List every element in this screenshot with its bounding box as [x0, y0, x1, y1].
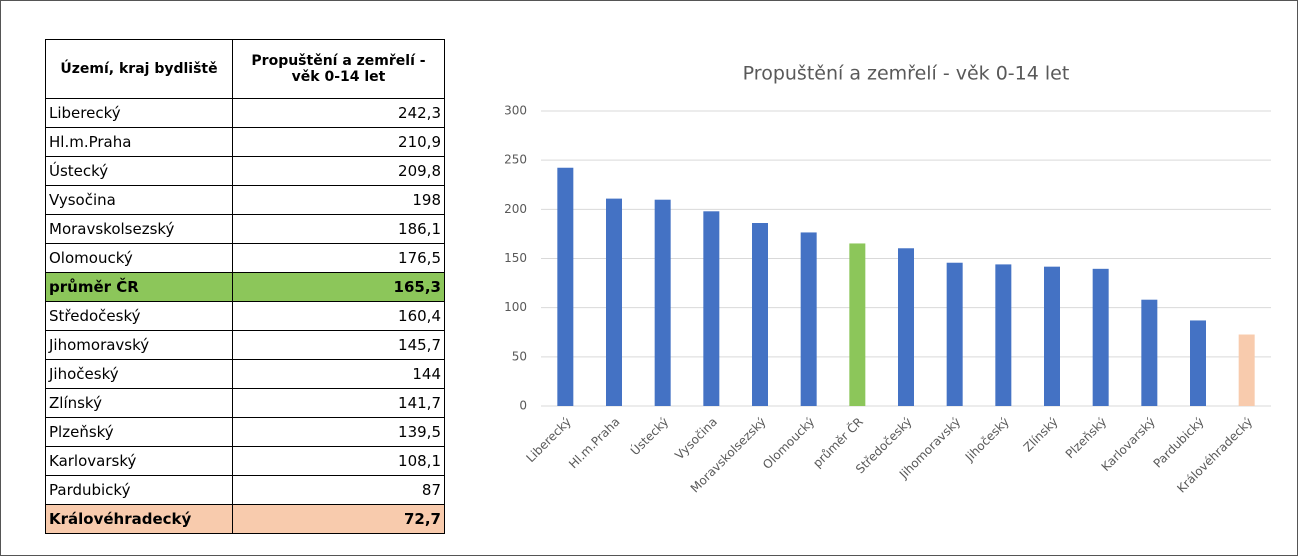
y-tick-label: 0 — [519, 399, 527, 413]
y-tick-label: 200 — [504, 202, 527, 216]
table-cell: Zlínský — [45, 388, 233, 418]
table-cell: průměr ČR — [45, 272, 233, 302]
bar — [995, 264, 1012, 406]
table-cell: Ústecký — [45, 156, 233, 186]
table-row: Královéhradecký 72,7 — [45, 504, 445, 534]
x-tick-label: Liberecký — [524, 415, 574, 465]
bar — [1238, 334, 1255, 406]
table-cell: Liberecký — [45, 98, 233, 128]
table-cell: 108,1 — [232, 446, 445, 476]
bar — [849, 243, 866, 406]
bar — [800, 232, 817, 406]
table-cell: 209,8 — [232, 156, 445, 186]
header-cell: Území, kraj bydliště — [45, 39, 233, 99]
table-cell: Jihočeský — [45, 359, 233, 389]
y-tick-label: 100 — [504, 300, 527, 314]
bar — [752, 223, 768, 406]
table-cell: Moravskolsezský — [45, 214, 233, 244]
table-row: Středočeský 160,4 — [45, 301, 445, 331]
table-row: Hl.m.Praha 210,9 — [45, 127, 445, 157]
y-tick-label: 250 — [504, 153, 527, 167]
table-cell: 242,3 — [232, 98, 445, 128]
table-cell: Pardubický — [45, 475, 233, 505]
x-tick-label: Ústecký — [627, 414, 671, 458]
bar — [898, 248, 914, 406]
bar — [946, 262, 963, 406]
chart-title: Propuštění a zemřelí - věk 0-14 let — [743, 63, 1070, 85]
table-row: Pardubický 87 — [45, 475, 445, 505]
x-tick-label: Olomoucký — [760, 415, 817, 472]
header-row: Území, kraj bydliště Propuštění a zemřel… — [45, 39, 445, 99]
bar — [1092, 268, 1109, 406]
table-cell: 87 — [232, 475, 445, 505]
table-cell: Královéhradecký — [45, 504, 233, 534]
x-tick-label: Plzeňský — [1063, 415, 1109, 461]
table-cell: 139,5 — [232, 417, 445, 447]
bar — [606, 198, 622, 406]
bar — [703, 211, 720, 406]
table-row: Moravskolsezský 186,1 — [45, 214, 445, 244]
table-row: průměr ČR 165,3 — [45, 272, 445, 302]
table-cell: 186,1 — [232, 214, 445, 244]
table-row: Plzeňský 139,5 — [45, 417, 445, 447]
table-row: Liberecký 242,3 — [45, 98, 445, 128]
table-cell: 72,7 — [232, 504, 445, 534]
bar — [1190, 320, 1206, 406]
table-cell: 198 — [232, 185, 445, 215]
y-tick-label: 300 — [504, 104, 527, 118]
header-cell: Propuštění a zemřelí - věk 0-14 let — [232, 39, 445, 99]
x-tick-label: Zlínský — [1021, 415, 1061, 455]
data-table: Území, kraj bydliště Propuštění a zemřel… — [45, 39, 445, 534]
table-cell: Plzeňský — [45, 417, 233, 447]
x-tick-label: Hl.m.Praha — [566, 415, 623, 472]
table-cell: 176,5 — [232, 243, 445, 273]
bar — [1141, 299, 1158, 406]
bar — [557, 167, 574, 406]
table-row: Ústecký 209,8 — [45, 156, 445, 186]
bar — [654, 199, 671, 406]
bar — [1044, 266, 1060, 406]
table-cell: 160,4 — [232, 301, 445, 331]
x-tick-label: Vysočina — [672, 415, 720, 463]
y-tick-label: 150 — [504, 251, 527, 265]
x-tick-label: Jihočeský — [962, 415, 1012, 465]
table-cell: Středočeský — [45, 301, 233, 331]
y-tick-label: 50 — [512, 349, 527, 363]
